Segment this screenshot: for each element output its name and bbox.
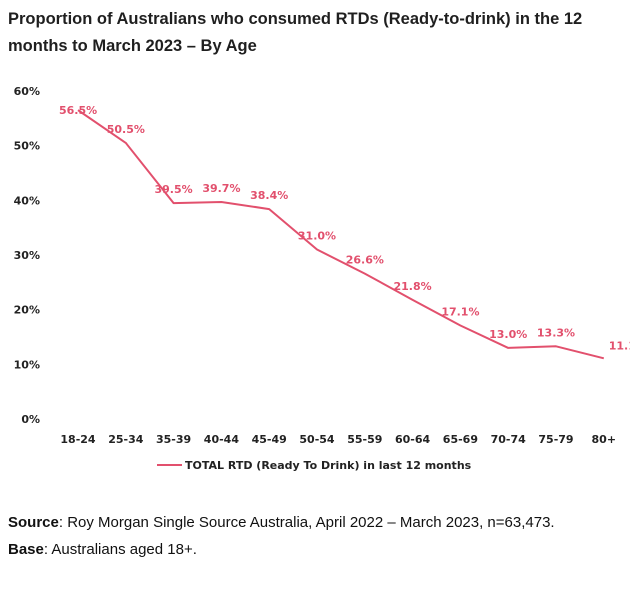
y-tick-label: 20% [14,304,40,317]
x-tick-label: 65-69 [443,433,478,446]
x-tick-label: 55-59 [347,433,382,446]
data-label: 39.5% [155,183,193,196]
x-axis: 18-24 25-34 35-39 40-44 45-49 50-54 55-59 60-64… [60,433,616,446]
y-tick-label: 10% [14,358,40,371]
x-tick-label: 40-44 [204,433,240,446]
data-label: 31.0% [298,230,336,243]
x-tick-label: 75-79 [538,433,573,446]
data-label: 50.5% [107,123,145,136]
y-tick-label: 60% [14,85,40,98]
line-chart: 0% 10% 20% 30% 40% 50% 60% 18-24 25-34 35-39 40-4… [14,85,630,472]
data-label: 13.3% [537,326,575,339]
legend: TOTAL RTD (Ready To Drink) in last 12 mo… [157,459,472,472]
x-tick-label: 70-74 [491,433,527,446]
legend-label: TOTAL RTD (Ready To Drink) in last 12 mo… [185,459,472,472]
base-label: Base [8,541,44,558]
y-tick-label: 50% [14,140,40,153]
data-label: 26.6% [346,254,384,267]
x-tick-label: 25-34 [108,433,144,446]
y-axis: 0% 10% 20% 30% 40% 50% 60% [14,85,40,426]
x-tick-label: 60-64 [395,433,431,446]
base-text: : Australians aged 18+. [43,541,197,558]
source-note: Source: Roy Morgan Single Source Austral… [8,509,623,536]
x-tick-label: 50-54 [299,433,335,446]
base-note: Base: Australians aged 18+. [8,536,623,563]
source-label: Source [8,514,59,531]
series-line [77,109,605,360]
source-text: : Roy Morgan Single Source Australia, Ap… [58,514,555,531]
chart-notes: Source: Roy Morgan Single Source Austral… [8,509,623,563]
series-group: 56.5% 50.5% 39.5% 39.7% 38.4% 31.0% 26.6% 21.8%… [59,104,630,360]
y-tick-label: 40% [14,194,40,207]
x-tick-label: 80+ [592,433,617,446]
x-tick-label: 45-49 [252,433,287,446]
y-tick-label: 30% [14,249,40,262]
x-tick-label: 18-24 [60,433,96,446]
data-label: 21.8% [394,280,432,293]
data-label: 13.0% [489,328,527,341]
chart-title: Proportion of Australians who consumed R… [8,10,583,55]
y-tick-label: 0% [21,413,40,426]
data-label: 39.7% [202,182,240,195]
x-tick-label: 35-39 [156,433,191,446]
data-label: 17.1% [441,306,479,319]
data-label: 11.1% [609,339,630,352]
data-label: 56.5% [59,104,97,117]
data-label: 38.4% [250,189,288,202]
